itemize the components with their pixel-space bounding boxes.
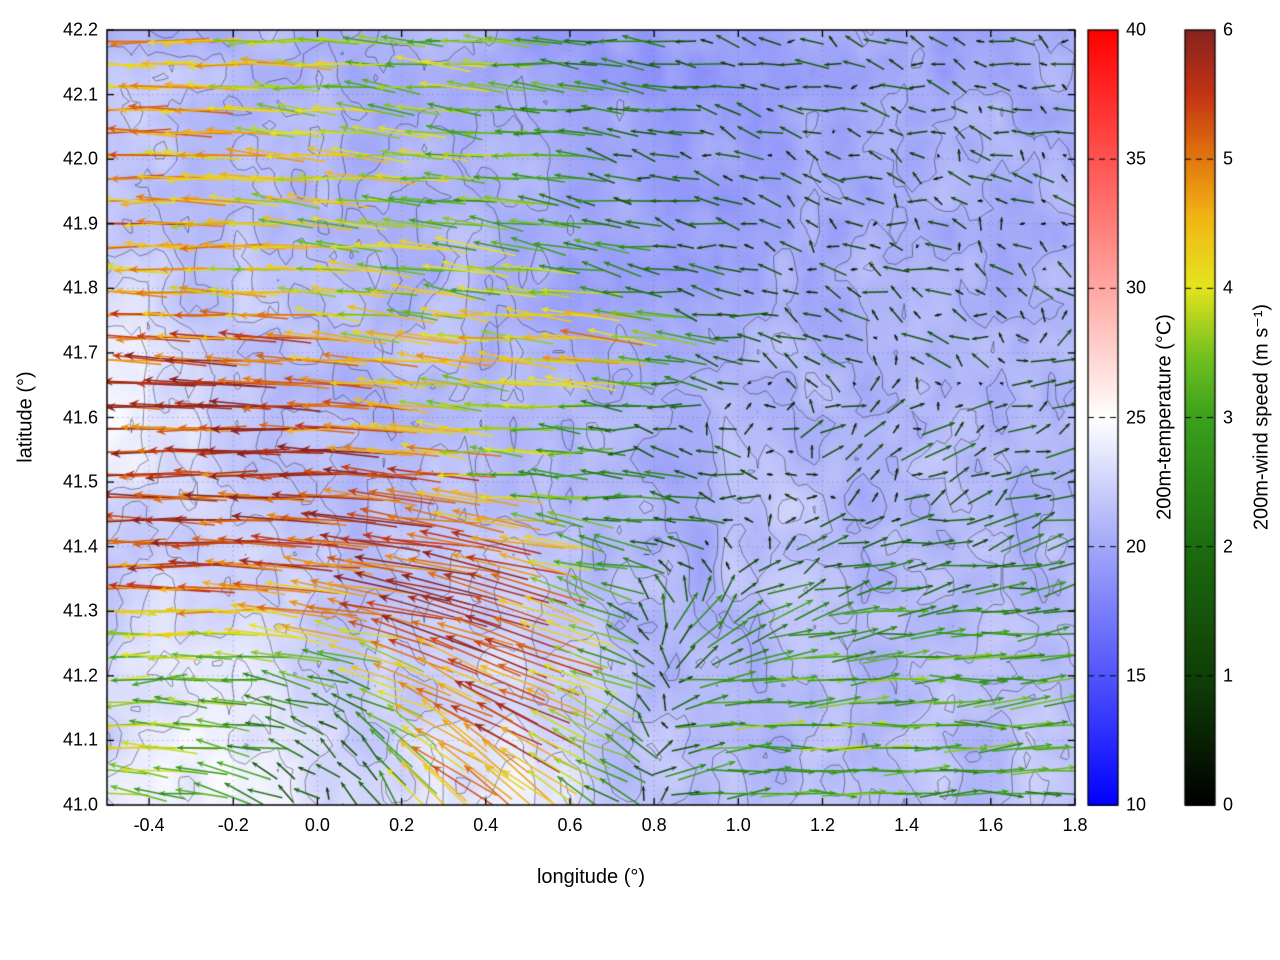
temperature-colorbar-tick-label: 15 xyxy=(1126,665,1147,686)
x-tick-label: 1.4 xyxy=(894,815,920,835)
y-tick-label: 41.1 xyxy=(62,729,98,750)
x-tick-label: 0.6 xyxy=(557,815,583,835)
y-axis-title: latitude (°) xyxy=(14,371,37,463)
temperature-colorbar-tick-label: 35 xyxy=(1126,148,1147,169)
y-tick-label: 42.2 xyxy=(62,19,98,40)
windspeed-colorbar-tick-label: 1 xyxy=(1223,665,1234,686)
y-tick-label: 42.1 xyxy=(62,84,98,105)
x-tick-label: 0.4 xyxy=(473,815,499,835)
temperature-colorbar-title: 200m-temperature (°C) xyxy=(1153,314,1176,520)
x-tick-label: -0.4 xyxy=(133,815,165,835)
x-tick-label: 0.0 xyxy=(304,815,330,835)
windspeed-colorbar-title: 200m-wind speed (m s⁻¹) xyxy=(1250,303,1273,531)
windspeed-colorbar-tick-label: 6 xyxy=(1223,19,1234,40)
y-tick-label: 41.5 xyxy=(62,471,98,492)
windspeed-colorbar-tick-label: 3 xyxy=(1223,407,1234,427)
x-tick-label: -0.2 xyxy=(217,815,249,835)
y-tick-label: 41.6 xyxy=(62,407,98,427)
temperature-colorbar-tick-label: 40 xyxy=(1126,19,1147,40)
temperature-colorbar-tick-label: 10 xyxy=(1126,794,1147,815)
y-tick-label: 41.4 xyxy=(62,536,98,557)
y-tick-label: 42.0 xyxy=(62,148,98,169)
temperature-colorbar-tick-label: 25 xyxy=(1126,407,1147,427)
x-tick-label: 1.2 xyxy=(809,815,835,835)
temperature-colorbar-tick-label: 20 xyxy=(1126,536,1147,557)
y-tick-label: 41.9 xyxy=(62,213,98,234)
windspeed-colorbar-tick-label: 4 xyxy=(1223,277,1234,298)
windspeed-colorbar-tick-label: 2 xyxy=(1223,536,1234,557)
windspeed-colorbar-tick-label: 0 xyxy=(1223,794,1234,815)
y-tick-label: 41.8 xyxy=(62,277,98,298)
x-tick-label: 1.6 xyxy=(978,815,1004,835)
temperature-colorbar-tick-label: 30 xyxy=(1126,277,1147,298)
x-axis-title: longitude (°) xyxy=(536,866,646,888)
y-tick-label: 41.2 xyxy=(62,665,98,686)
y-tick-label: 41.3 xyxy=(62,600,98,621)
windspeed-colorbar-tick-label: 5 xyxy=(1223,148,1234,169)
x-tick-label: 0.2 xyxy=(389,815,415,835)
y-tick-label: 41.0 xyxy=(62,794,98,815)
x-tick-label: 1.0 xyxy=(725,815,751,835)
x-tick-label: 1.8 xyxy=(1062,815,1088,835)
x-tick-label: 0.8 xyxy=(641,815,667,835)
y-tick-label: 41.7 xyxy=(62,342,98,363)
